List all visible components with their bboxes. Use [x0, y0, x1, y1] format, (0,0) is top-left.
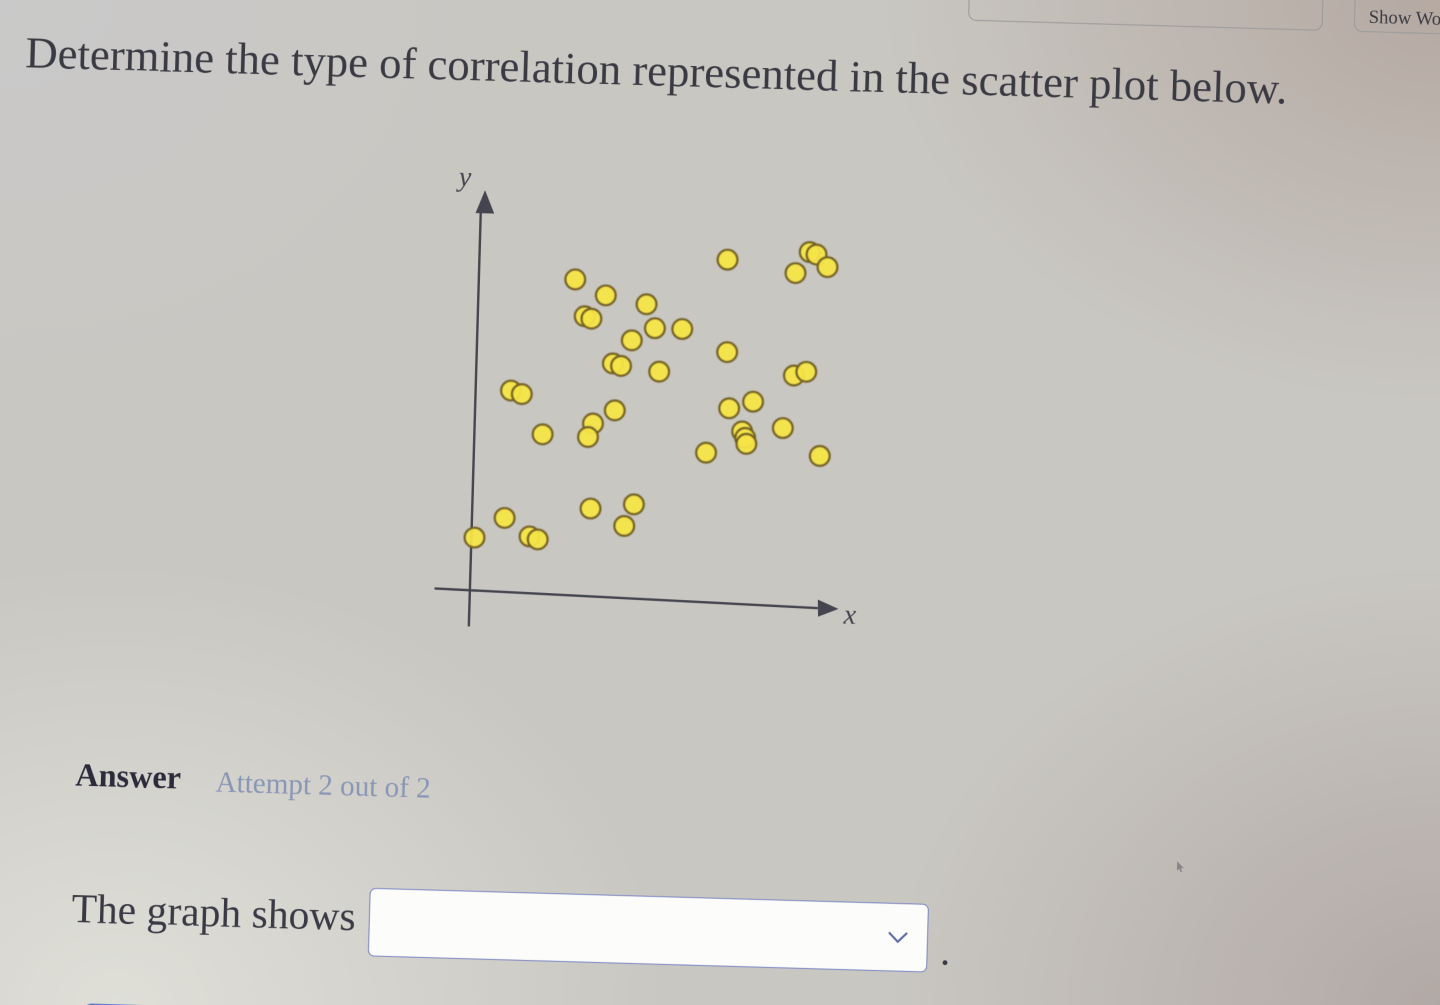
svg-text:x: x [842, 599, 857, 630]
svg-text:y: y [455, 161, 472, 192]
